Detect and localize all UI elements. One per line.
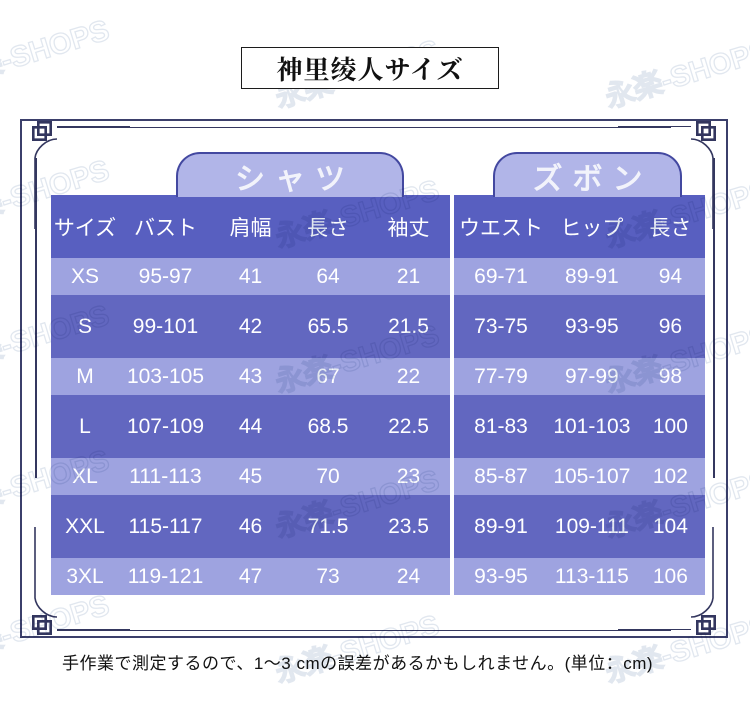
svg-text:永楽-SHOPS: 永楽-SHOPS [602, 33, 750, 114]
svg-text:永楽-SHOPS: 永楽-SHOPS [0, 13, 113, 94]
